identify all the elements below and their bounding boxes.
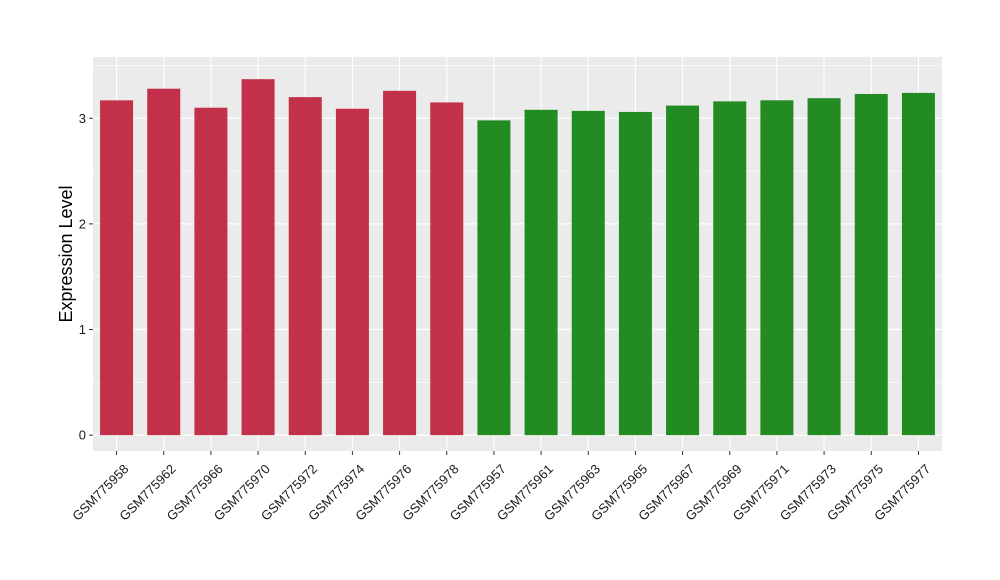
- bar-GSM775970: [241, 79, 275, 436]
- x-axis: GSM775958GSM775962GSM775966GSM775970GSM7…: [69, 451, 933, 524]
- bar-GSM775974: [335, 108, 369, 436]
- y-axis: 0 1 2 3: [79, 111, 93, 443]
- bar-GSM775966: [194, 107, 228, 436]
- bar-GSM775962: [147, 88, 181, 436]
- bar-GSM775958: [100, 100, 134, 436]
- bar-GSM775972: [288, 97, 322, 436]
- bar-GSM775977: [901, 92, 935, 436]
- y-axis-title: Expression Level: [56, 185, 76, 322]
- bars: [100, 79, 935, 436]
- y-tick-label: 0: [79, 428, 86, 443]
- bar-GSM775957: [477, 120, 511, 436]
- bar-GSM775963: [571, 110, 605, 436]
- minor-gridlines: [93, 65, 942, 383]
- bar-GSM775976: [383, 90, 417, 436]
- y-tick-label: 2: [79, 216, 86, 231]
- y-tick-label: 1: [79, 322, 86, 337]
- plot-panel: [93, 57, 942, 451]
- bar-GSM775971: [760, 100, 794, 436]
- bar-GSM775978: [430, 102, 464, 436]
- y-tick-label: 3: [79, 111, 86, 126]
- bar-GSM775967: [666, 105, 700, 436]
- bar-GSM775975: [854, 93, 888, 436]
- bar-GSM775973: [807, 98, 841, 436]
- bar-GSM775969: [713, 101, 747, 436]
- bar-GSM775965: [618, 111, 652, 436]
- bar-GSM775961: [524, 109, 558, 436]
